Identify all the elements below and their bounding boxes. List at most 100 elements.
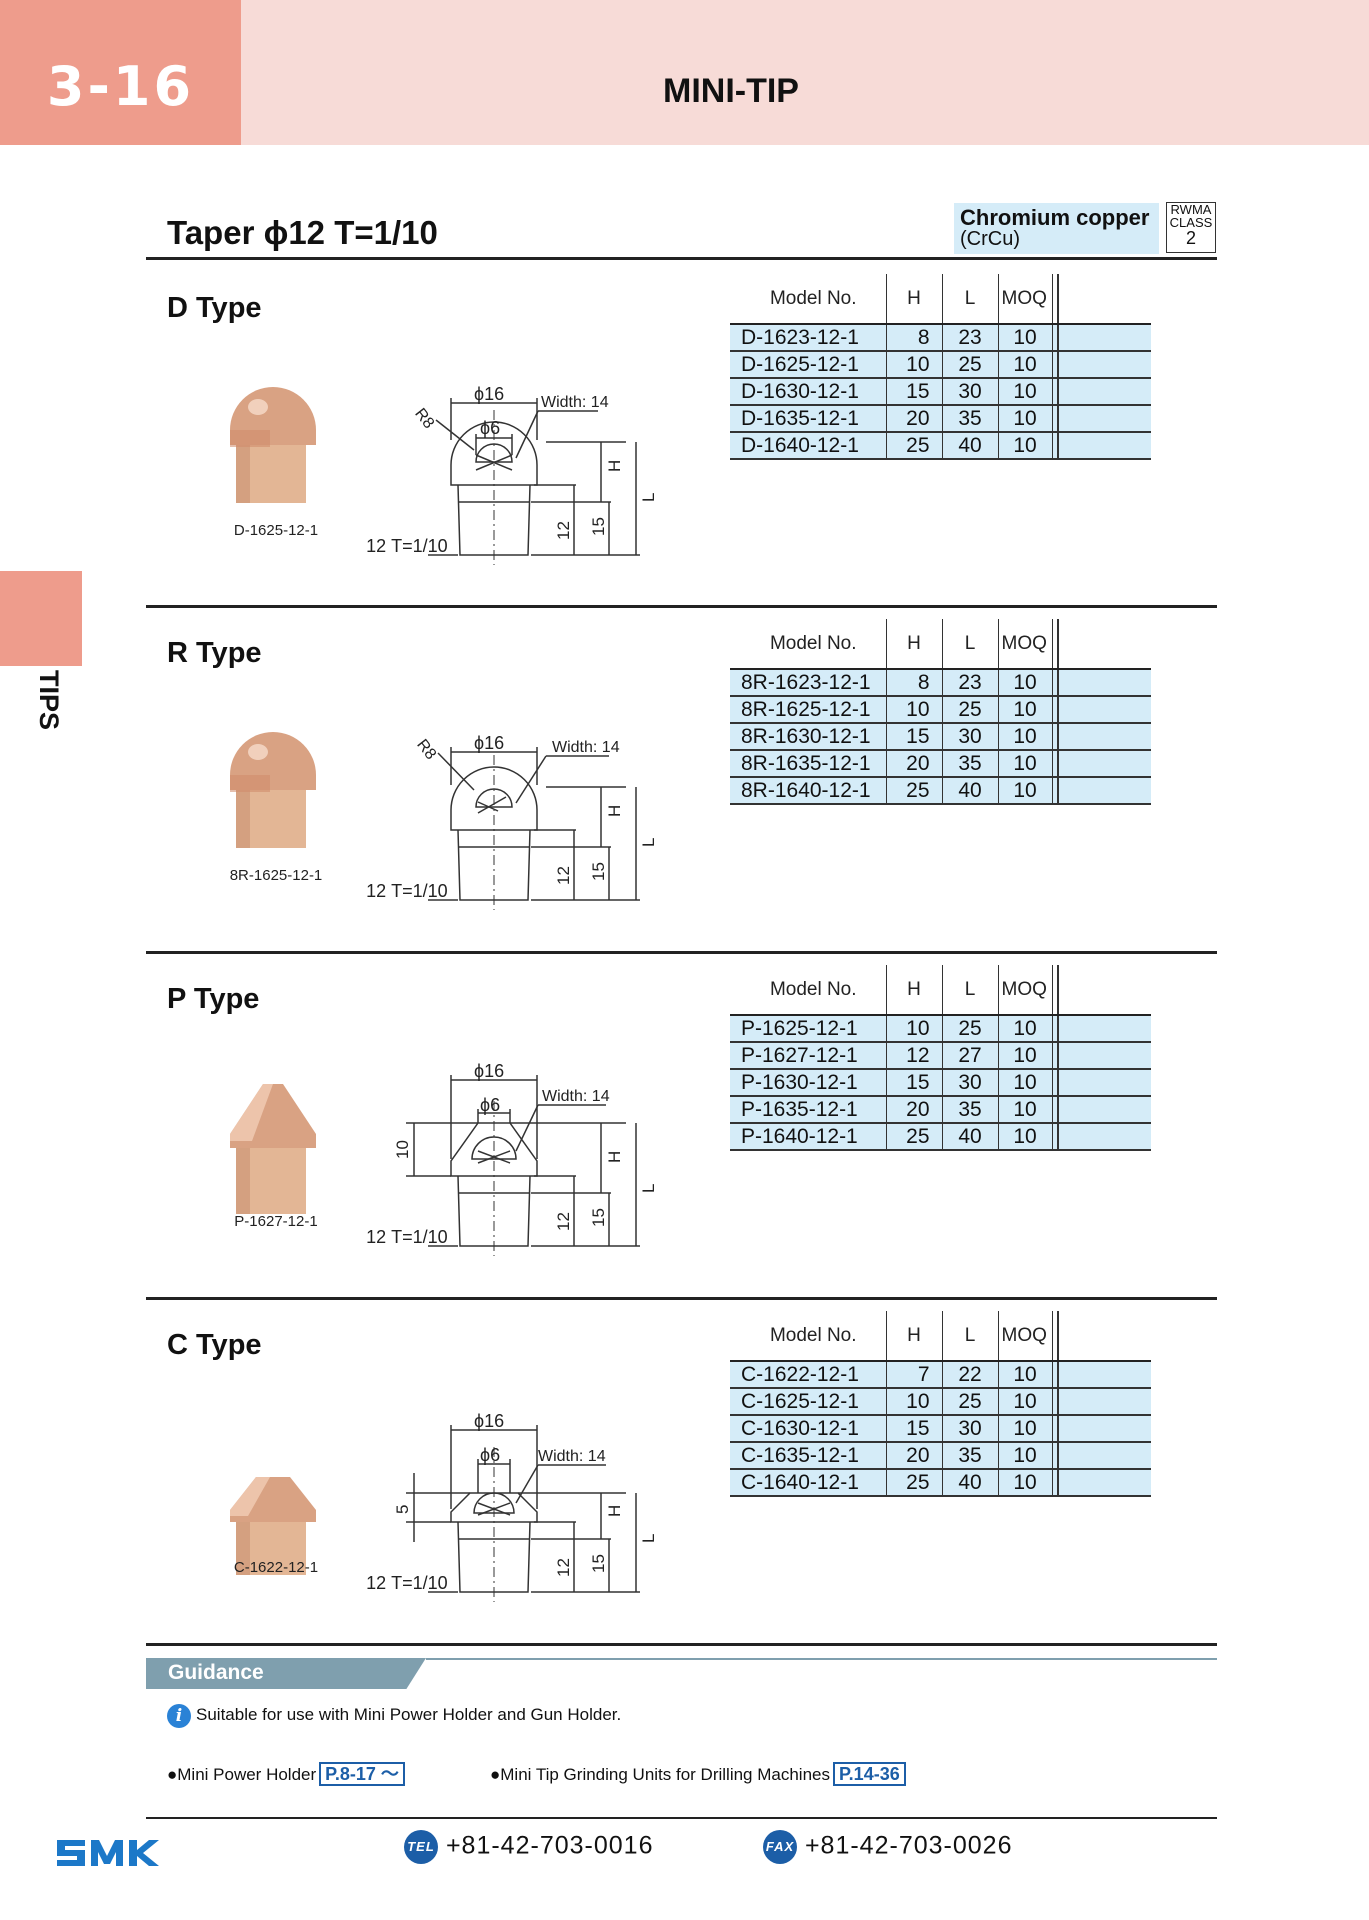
dim-h: H [605,805,624,817]
title-rule [146,257,1217,260]
col-model: Model No. [730,965,886,1016]
side-tab[interactable] [0,571,82,666]
dim-tip: 5 [393,1505,412,1514]
model-no: 8R-1625-12-1 [730,696,886,724]
moq-value: 10 [997,1415,1052,1443]
page-link[interactable]: P.8-17 ～ [319,1762,405,1786]
type-title: P Type [167,983,260,1015]
dim-inner-dia: ϕ6 [480,1095,500,1115]
h-value: 15 [885,378,942,406]
dim-tip: 10 [393,1140,412,1159]
reference-mini-power-holder: ●Mini Power Holder P.8-17 ～ [167,1762,405,1786]
section-title: Taper ϕ12 T=1/10 [167,214,438,251]
l-value: 35 [941,750,998,778]
col-h: H [885,274,942,325]
l-value: 23 [941,669,998,697]
fax-icon: FAX [763,1830,797,1864]
dim-radius: R8 [411,405,437,432]
company-logo [57,1840,159,1866]
table-row[interactable]: P-1630-12-1 15 30 10 [730,1069,1151,1097]
l-value: 35 [941,1096,998,1124]
table-row[interactable]: D-1630-12-1 15 30 10 [730,378,1151,406]
table-row[interactable]: C-1640-12-1 25 40 10 [730,1469,1151,1497]
h-value: 10 [885,696,942,724]
moq-value: 10 [997,1042,1052,1070]
l-value: 35 [941,405,998,433]
table-row[interactable]: D-1640-12-1 25 40 10 [730,432,1151,460]
spec-table-c: Model No. H L MOQ C-1622-12-1 7 22 10 C-162… [730,1311,1151,1497]
phone-icon: TEL [404,1830,438,1864]
page-number: 3-16 [46,55,195,118]
rwma-class-label: CLASS [1169,215,1213,230]
tip-photo-d [230,387,316,503]
table-row[interactable]: D-1635-12-1 20 35 10 [730,405,1151,433]
moq-value: 10 [997,351,1052,379]
material-name: Chromium copper [960,205,1150,230]
l-value: 30 [941,723,998,751]
table-row[interactable]: P-1640-12-1 25 40 10 [730,1123,1151,1151]
spec-table-p: Model No. H L MOQ P-1625-12-1 10 25 10 P-16… [730,965,1151,1151]
dimension-drawing-r: ϕ16 Width: 14 R8 ϕ12 T=1/10 H L 12 15 [366,733,658,910]
page-title: MINI-TIP [663,72,799,110]
l-value: 40 [941,432,998,460]
info-icon: i [167,1704,191,1728]
guidance-rule [146,1643,1217,1646]
moq-value: 10 [997,750,1052,778]
dim-width: Width: 14 [552,739,620,756]
moq-value: 10 [997,696,1052,724]
moq-value: 10 [997,1388,1052,1416]
page-link[interactable]: P.14-36 [833,1762,906,1786]
table-row[interactable]: C-1622-12-1 7 22 10 [730,1361,1151,1389]
dimension-drawing-d: ϕ16 ϕ6 Width: 14 R8 ϕ12 T=1/10 H L 12 15 [366,384,658,565]
type-title: C Type [167,1329,262,1361]
model-no: C-1625-12-1 [730,1388,886,1416]
h-value: 10 [885,351,942,379]
moq-value: 10 [997,669,1052,697]
h-value: 20 [885,750,942,778]
dim-outer-dia: ϕ16 [474,1411,504,1431]
dim-12: 12 [554,866,573,885]
type-section-r: R Type 8R-1625-12-1 ϕ16 Width: 14 R8 [146,605,1217,951]
model-no: P-1627-12-1 [730,1042,886,1070]
header-band [241,0,1369,145]
table-row[interactable]: P-1625-12-1 10 25 10 [730,1015,1151,1043]
table-row[interactable]: D-1623-12-1 8 23 10 [730,324,1151,352]
dim-outer-dia: ϕ16 [474,384,504,404]
table-row[interactable]: D-1625-12-1 10 25 10 [730,351,1151,379]
table-row[interactable]: 8R-1625-12-1 10 25 10 [730,696,1151,724]
phone-contact: TEL +81-42-703-0016 [404,1830,653,1864]
l-value: 30 [941,1415,998,1443]
table-row[interactable]: 8R-1623-12-1 8 23 10 [730,669,1151,697]
dim-12: 12 [554,1558,573,1577]
col-model: Model No. [730,1311,886,1362]
table-row[interactable]: C-1630-12-1 15 30 10 [730,1415,1151,1443]
model-no: D-1640-12-1 [730,432,886,460]
l-value: 25 [941,696,998,724]
guidance-header-bar [146,1658,426,1689]
h-value: 25 [885,1469,942,1497]
dim-taper: ϕ12 T=1/10 [366,1227,448,1247]
h-value: 15 [885,723,942,751]
table-row[interactable]: C-1635-12-1 20 35 10 [730,1442,1151,1470]
dim-inner-dia: ϕ6 [480,1445,500,1465]
model-no: D-1635-12-1 [730,405,886,433]
h-value: 12 [885,1042,942,1070]
table-row[interactable]: 8R-1630-12-1 15 30 10 [730,723,1151,751]
table-row[interactable]: P-1627-12-1 12 27 10 [730,1042,1151,1070]
table-row[interactable]: C-1625-12-1 10 25 10 [730,1388,1151,1416]
model-no: C-1630-12-1 [730,1415,886,1443]
dim-h: H [605,1505,624,1517]
moq-value: 10 [997,1015,1052,1043]
h-value: 10 [885,1015,942,1043]
table-row[interactable]: 8R-1640-12-1 25 40 10 [730,777,1151,805]
dim-h: H [605,1151,624,1163]
moq-value: 10 [997,432,1052,460]
dim-15: 15 [589,1554,608,1573]
rwma-class-value: 2 [1185,228,1196,248]
l-value: 27 [941,1042,998,1070]
table-row[interactable]: P-1635-12-1 20 35 10 [730,1096,1151,1124]
dim-outer-dia: ϕ16 [474,1061,504,1081]
col-moq: MOQ [997,1311,1052,1362]
table-row[interactable]: 8R-1635-12-1 20 35 10 [730,750,1151,778]
h-value: 20 [885,1442,942,1470]
